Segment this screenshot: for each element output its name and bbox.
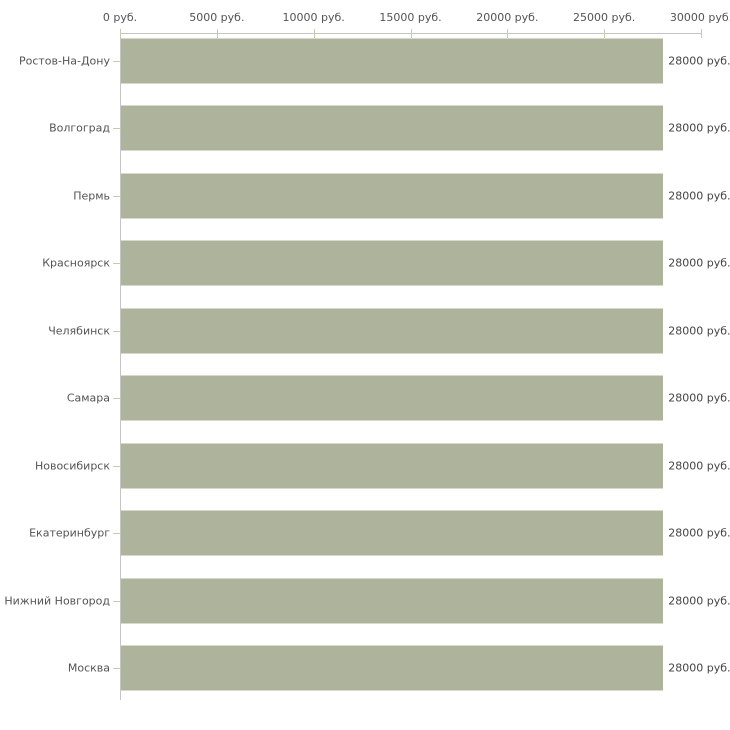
value-label: 28000 руб. [668,526,730,540]
category-label: Екатеринбург [29,526,110,540]
bar [121,578,664,624]
category-label: Новосибирск [34,459,110,473]
x-tick-mark [120,29,121,38]
x-tick-label: 5000 руб. [189,11,245,24]
value-label: 28000 руб. [668,594,730,608]
category-label: Волгоград [49,121,110,135]
x-tick-label: 0 руб. [102,11,138,24]
bar [121,105,664,151]
x-tick-label: 20000 руб. [476,11,539,24]
x-tick-mark [507,29,509,38]
bar [121,645,664,691]
category-label: Москва [67,661,110,675]
y-tick-mark [113,195,121,197]
y-tick-mark [113,668,121,670]
bar [121,173,664,219]
category-label: Красноярск [42,256,110,270]
value-label: 28000 руб. [668,459,730,473]
category-label: Самара [66,391,110,405]
x-tick-label: 15000 руб. [379,11,442,24]
y-tick-mark [113,600,121,602]
category-label: Пермь [73,189,110,203]
value-label: 28000 руб. [668,256,730,270]
bar [121,443,664,489]
y-tick-mark [113,330,121,332]
y-axis-line [120,33,121,700]
x-tick-label: 25000 руб. [573,11,636,24]
x-tick-mark [701,29,702,38]
value-label: 28000 руб. [668,189,730,203]
x-tick-mark [313,29,315,38]
y-tick-mark [113,398,121,400]
x-tick-mark [410,29,412,38]
value-label: 28000 руб. [668,391,730,405]
bar [121,240,664,286]
category-label: Челябинск [48,324,110,338]
value-label: 28000 руб. [668,54,730,67]
bar [121,375,664,421]
y-tick-mark [113,465,121,467]
y-tick-mark [113,263,121,265]
y-tick-mark [113,128,121,130]
x-tick-mark [604,29,606,38]
bar [121,38,664,83]
bar [121,510,664,556]
x-tick-label: 10000 руб. [282,11,345,24]
value-label: 28000 руб. [668,324,730,338]
bar [121,308,664,354]
value-label: 28000 руб. [668,121,730,135]
y-tick-mark [113,60,121,62]
value-label: 28000 руб. [668,661,730,675]
category-label: Ростов-На-Дону [18,54,110,67]
y-tick-mark [113,533,121,535]
category-label: Нижний Новгород [4,594,110,608]
x-tick-mark [216,29,218,38]
x-tick-label: 30000 руб. [669,11,730,24]
